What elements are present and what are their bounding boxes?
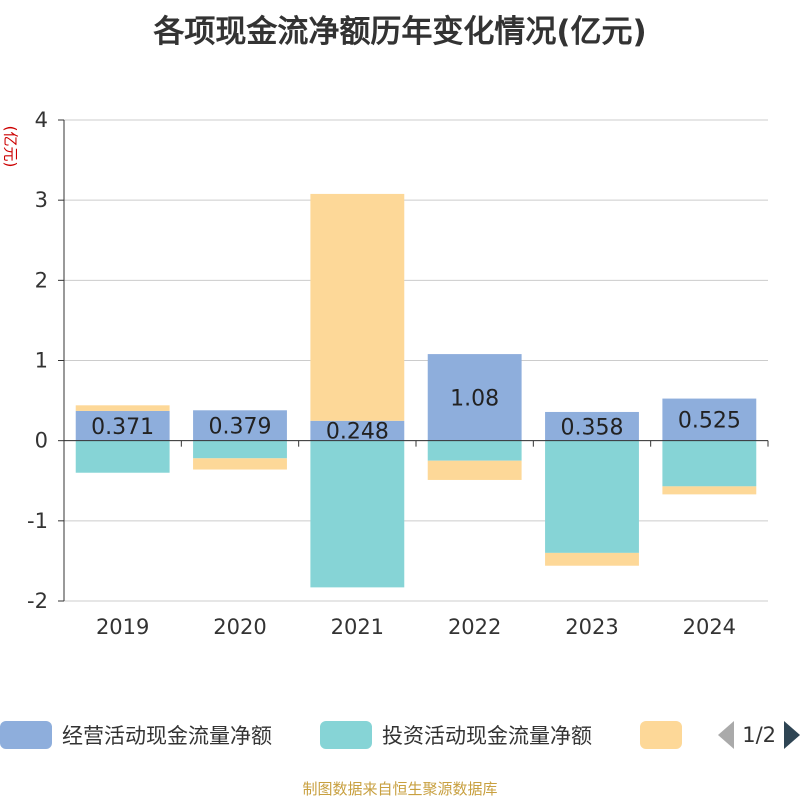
y-tick-label: 0	[35, 429, 48, 453]
bar-series1-2020	[193, 440, 287, 459]
legend-swatch-operating	[0, 721, 52, 749]
bar-series1-2022	[427, 440, 522, 461]
x-tick-label: 2021	[331, 615, 384, 639]
y-tick-label: 4	[35, 108, 48, 132]
source-note: 制图数据来自恒生聚源数据库	[302, 780, 498, 798]
bar-series2-2023	[545, 552, 639, 566]
legend-label-investing: 投资活动现金流量净额	[382, 724, 592, 748]
bar-series2-2021	[310, 193, 405, 421]
data-label: 0.525	[678, 409, 741, 434]
y-tick-label: -2	[27, 589, 48, 613]
legend-swatch-financing	[640, 721, 682, 749]
data-label: 0.358	[561, 415, 624, 440]
legend-item-financing[interactable]	[640, 718, 682, 752]
bar-series1-2019	[75, 440, 170, 473]
bar-series1-2024	[662, 440, 757, 487]
chart-plot: -2 -1 0 1 2 3 4 2019 2020 2021 2022 2023 2024 0.371 0.…	[27, 108, 769, 639]
legend-item-investing[interactable]: 投资活动现金流量净额	[320, 718, 592, 752]
bar-series0-2022	[427, 354, 522, 441]
x-tick-label: 2019	[96, 615, 149, 639]
x-tick-label: 2023	[565, 615, 618, 639]
data-label: 0.379	[209, 414, 272, 439]
y-tick-label: 3	[35, 188, 48, 212]
legend-swatch-investing	[320, 721, 372, 749]
bar-series2-2024	[662, 486, 757, 495]
data-label: 0.248	[326, 420, 389, 445]
chart-title: 各项现金流净额历年变化情况(亿元)	[153, 14, 647, 50]
bar-series2-2022	[427, 460, 522, 480]
bar-series0-2019	[75, 410, 170, 441]
data-label: 0.371	[91, 415, 154, 440]
y-tick-label: 1	[35, 349, 48, 373]
bar-series0-2020	[193, 410, 287, 441]
bar-series0-2024	[662, 398, 757, 441]
x-tick-label: 2020	[213, 615, 266, 639]
bar-series2-2020	[193, 458, 287, 470]
legend-next-page-icon[interactable]	[784, 721, 800, 749]
legend-item-operating[interactable]: 经营活动现金流量净额	[0, 718, 272, 752]
bar-series0-2021	[310, 420, 405, 441]
legend-pager: 1/2	[700, 718, 800, 752]
legend-page-indicator: 1/2	[742, 723, 776, 747]
bar-series1-2023	[545, 440, 639, 553]
y-tick-label: 2	[35, 268, 48, 292]
legend-prev-page-icon[interactable]	[718, 721, 735, 749]
x-tick-label: 2022	[448, 615, 501, 639]
bar-series2-2019	[75, 405, 170, 411]
bar-series1-2021	[310, 440, 405, 588]
x-tick-label: 2024	[683, 615, 736, 639]
legend-label-operating: 经营活动现金流量净额	[62, 724, 272, 748]
y-tick-label: -1	[27, 509, 48, 533]
bar-series0-2023	[545, 411, 639, 441]
data-label: 1.08	[450, 386, 499, 411]
